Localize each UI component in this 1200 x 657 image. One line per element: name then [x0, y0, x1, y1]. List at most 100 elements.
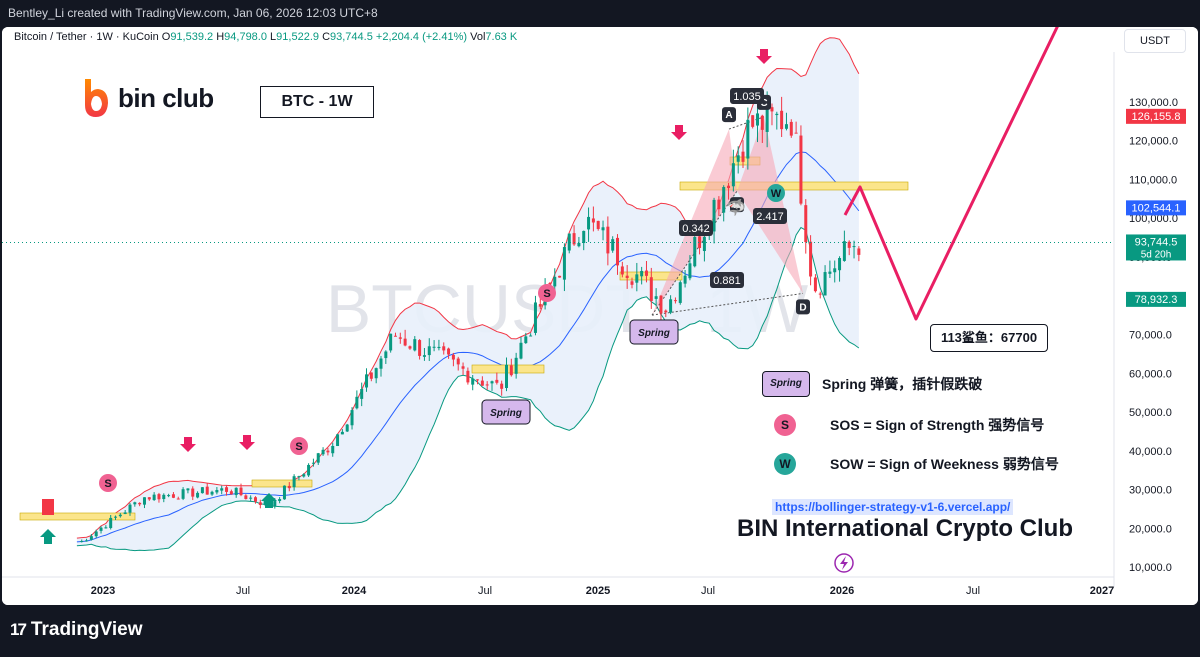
candle-body	[669, 299, 673, 313]
price-label-box	[1126, 234, 1186, 261]
candle-body	[804, 205, 808, 243]
candle-body	[360, 388, 364, 399]
candle-body	[157, 494, 161, 500]
y-tick-label: 70,000.0	[1129, 330, 1172, 342]
candle-body	[196, 492, 200, 498]
candle-body	[630, 281, 634, 285]
candle-body	[152, 494, 156, 501]
candle-body	[587, 216, 591, 230]
tradingview-brand[interactable]: 17 TradingView	[10, 619, 143, 641]
candle-body	[374, 368, 378, 379]
y-tick-label: 20,000.0	[1129, 523, 1172, 535]
candle-body	[336, 434, 340, 447]
candle-body	[485, 384, 489, 386]
tradingview-logo-icon: 17	[10, 620, 27, 639]
spring-chip: Spring	[762, 371, 810, 397]
candle-body	[138, 502, 142, 505]
candle-body	[191, 488, 195, 497]
legend-sos-row: S SOS = Sign of Strength 强势信号	[774, 414, 1044, 436]
pattern-point-label: A	[725, 110, 732, 121]
sos-marker-label: S	[104, 478, 111, 490]
brand-logo: bin club	[80, 77, 214, 119]
candle-body	[553, 276, 557, 287]
pattern-point-box	[722, 107, 736, 123]
candle-body	[167, 495, 171, 497]
candle-body	[538, 304, 542, 307]
candle-body	[442, 346, 446, 351]
candle-body	[852, 246, 856, 248]
x-tick-label: Jul	[478, 585, 492, 597]
candle-body	[476, 379, 480, 381]
candle-body	[171, 494, 175, 498]
candle-body	[239, 487, 243, 496]
candle-body	[625, 275, 629, 279]
candle-body	[244, 495, 248, 499]
candle-body	[109, 517, 113, 529]
price-chart[interactable]: BTCUSDT · 1WXABCD0.3421.0350.8812.417SSS…	[2, 27, 1198, 605]
ratio-label: 0.342	[682, 223, 710, 235]
candle-body	[326, 450, 330, 453]
ratio-label: 1.035	[733, 91, 761, 103]
candle-body	[427, 346, 431, 356]
x-tick-label: 2025	[586, 585, 610, 597]
candle-body	[654, 296, 658, 299]
candle-body	[731, 163, 735, 187]
sow-chip: W	[774, 453, 796, 475]
candle-body	[447, 348, 451, 355]
candle-body	[784, 124, 788, 129]
bin-club-logo-icon	[85, 79, 108, 117]
y-tick-label: 10,000.0	[1129, 562, 1172, 574]
sos-chip: S	[774, 414, 796, 436]
candle-body	[727, 185, 731, 189]
price-label-sub: 5d 20h	[1141, 249, 1172, 260]
ratio-box	[710, 272, 744, 288]
currency-button[interactable]: USDT	[1124, 29, 1186, 53]
candle-body	[118, 514, 122, 517]
y-tick-label: 110,000.0	[1129, 174, 1177, 186]
candle-body	[331, 445, 335, 454]
candle-body	[456, 358, 460, 365]
volume-label: Vol	[470, 31, 486, 43]
candle-body	[606, 226, 610, 254]
price-label: 126,155.8	[1132, 111, 1181, 123]
candle-body	[307, 464, 311, 476]
candle-body	[577, 242, 581, 247]
candle-body	[640, 270, 644, 277]
candle-body	[809, 241, 813, 277]
candle-body	[490, 381, 494, 384]
candle-body	[591, 218, 595, 223]
brand-name: bin club	[118, 82, 214, 113]
candle-body	[133, 502, 137, 505]
y-tick-label: 100,000.0	[1129, 213, 1178, 225]
candle-body	[558, 275, 562, 278]
candle-body	[562, 247, 566, 280]
candle-body	[80, 541, 84, 543]
candle-body	[408, 346, 412, 349]
strategy-link[interactable]: https://bollinger-strategy-v1-6.vercel.a…	[772, 499, 1014, 515]
candle-body	[273, 501, 277, 506]
candle-body	[524, 336, 528, 344]
high-label: H	[216, 31, 225, 43]
candle-body	[495, 379, 499, 383]
candle-body	[514, 357, 518, 374]
candle-body	[659, 295, 663, 314]
candle-body	[702, 236, 706, 252]
change-value: +2,204.4 (+2.41%)	[375, 31, 468, 43]
spring-description: Spring 弹簧，插针假跌破	[822, 376, 983, 392]
candle-body	[770, 107, 774, 112]
candle-body	[519, 342, 523, 359]
candle-body	[94, 531, 98, 537]
candle-body	[413, 339, 417, 351]
candle-body	[620, 266, 624, 275]
candle-body	[297, 476, 301, 478]
candle-body	[683, 275, 687, 284]
candle-body	[99, 527, 103, 531]
bollinger-basis-line	[76, 151, 860, 543]
arrow-down-icon	[671, 125, 687, 140]
candle-body	[582, 230, 586, 244]
candle-body	[176, 498, 180, 500]
candle-body	[369, 372, 373, 379]
candle-body	[794, 132, 798, 134]
candle-body	[838, 258, 842, 271]
candle-body	[857, 248, 861, 255]
